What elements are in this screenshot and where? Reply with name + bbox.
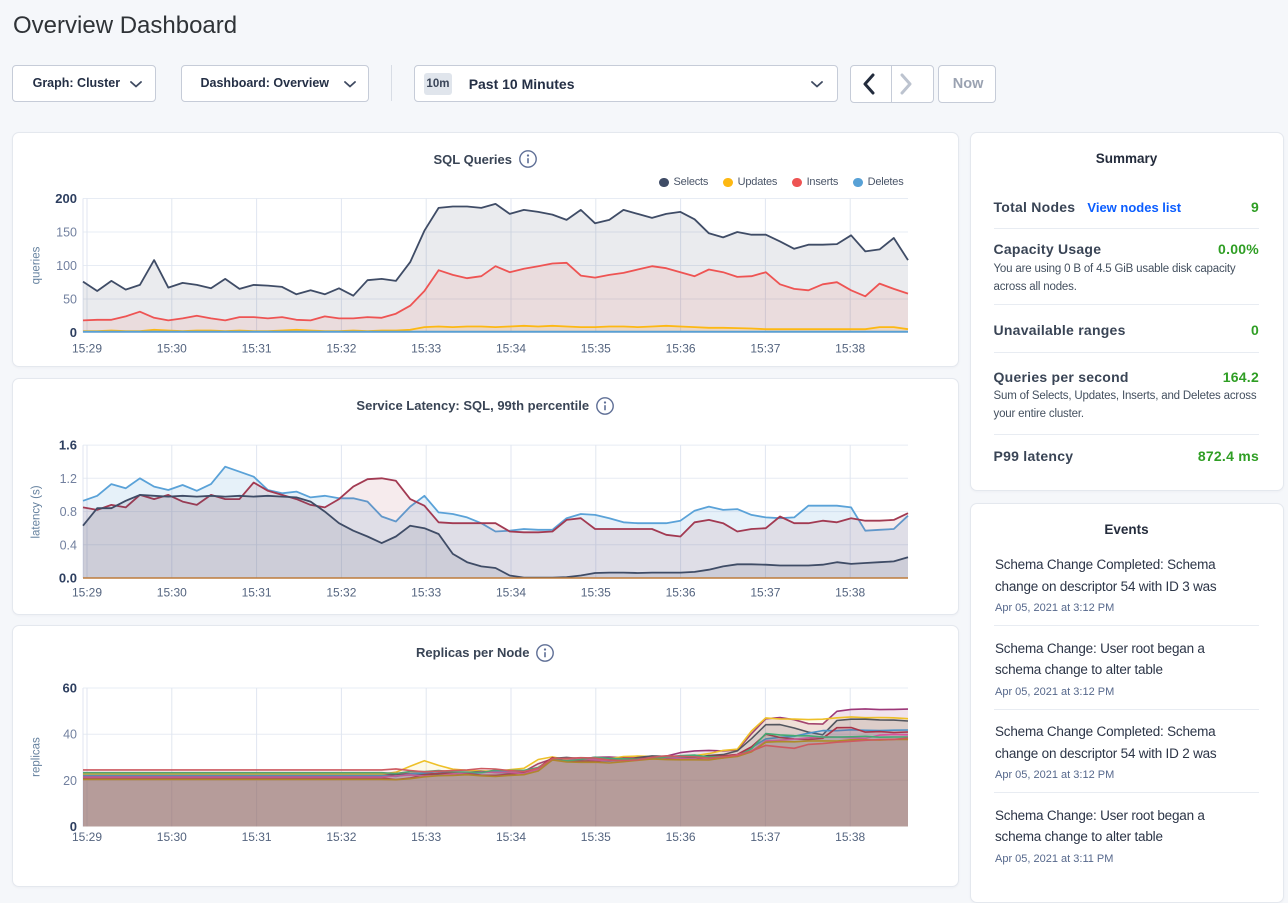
svg-text:0: 0 bbox=[70, 325, 77, 340]
svg-text:100: 100 bbox=[56, 259, 77, 273]
svg-text:20: 20 bbox=[63, 774, 77, 788]
svg-text:15:33: 15:33 bbox=[411, 830, 441, 844]
svg-text:15:36: 15:36 bbox=[666, 830, 696, 844]
svg-text:0.8: 0.8 bbox=[60, 505, 77, 519]
svg-text:15:35: 15:35 bbox=[581, 586, 611, 600]
svg-text:15:30: 15:30 bbox=[157, 586, 187, 600]
svg-text:15:35: 15:35 bbox=[581, 341, 611, 355]
svg-text:15:30: 15:30 bbox=[157, 341, 187, 355]
svg-text:1.6: 1.6 bbox=[59, 438, 77, 453]
svg-text:15:35: 15:35 bbox=[581, 830, 611, 844]
svg-text:15:36: 15:36 bbox=[666, 586, 696, 600]
svg-text:15:31: 15:31 bbox=[242, 830, 272, 844]
svg-text:15:32: 15:32 bbox=[326, 341, 356, 355]
svg-text:50: 50 bbox=[63, 292, 77, 306]
svg-text:15:29: 15:29 bbox=[72, 586, 102, 600]
svg-text:15:32: 15:32 bbox=[326, 830, 356, 844]
svg-text:15:37: 15:37 bbox=[750, 341, 780, 355]
svg-text:15:33: 15:33 bbox=[411, 586, 441, 600]
svg-text:0.4: 0.4 bbox=[60, 538, 77, 552]
svg-text:15:38: 15:38 bbox=[835, 830, 865, 844]
svg-text:15:33: 15:33 bbox=[411, 341, 441, 355]
svg-text:15:38: 15:38 bbox=[835, 586, 865, 600]
svg-text:15:37: 15:37 bbox=[750, 586, 780, 600]
svg-text:15:38: 15:38 bbox=[835, 341, 865, 355]
svg-text:latency (s): latency (s) bbox=[31, 485, 43, 538]
svg-text:0.0: 0.0 bbox=[59, 571, 77, 586]
svg-text:15:29: 15:29 bbox=[72, 341, 102, 355]
svg-text:0: 0 bbox=[70, 819, 77, 834]
svg-text:replicas: replicas bbox=[31, 737, 43, 777]
svg-text:60: 60 bbox=[63, 681, 77, 696]
svg-text:40: 40 bbox=[63, 728, 77, 742]
svg-text:15:36: 15:36 bbox=[666, 341, 696, 355]
svg-text:queries: queries bbox=[31, 246, 43, 284]
svg-text:1.2: 1.2 bbox=[60, 472, 77, 486]
svg-text:200: 200 bbox=[55, 191, 77, 206]
svg-text:15:37: 15:37 bbox=[750, 830, 780, 844]
svg-text:15:31: 15:31 bbox=[242, 341, 272, 355]
svg-text:15:34: 15:34 bbox=[496, 586, 526, 600]
svg-text:15:31: 15:31 bbox=[242, 586, 272, 600]
svg-text:15:34: 15:34 bbox=[496, 341, 526, 355]
svg-text:15:29: 15:29 bbox=[72, 830, 102, 844]
svg-text:150: 150 bbox=[56, 225, 77, 239]
svg-text:15:32: 15:32 bbox=[326, 586, 356, 600]
svg-text:15:30: 15:30 bbox=[157, 830, 187, 844]
svg-text:15:34: 15:34 bbox=[496, 830, 526, 844]
